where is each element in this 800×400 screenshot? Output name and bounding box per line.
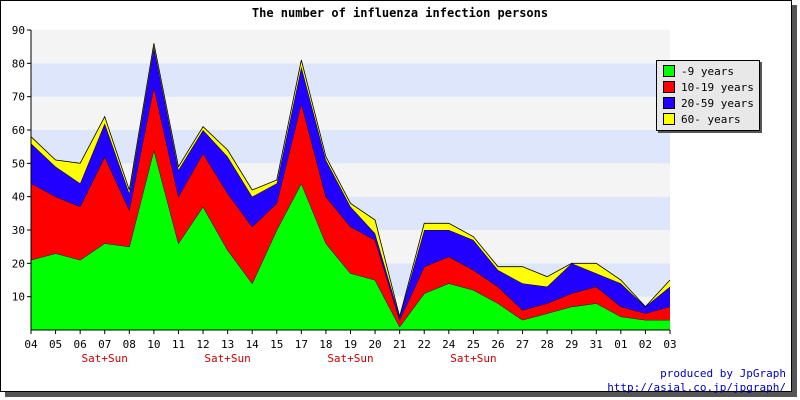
x-tick-label: 02 (639, 338, 652, 351)
area-series (30, 43, 671, 330)
grid-band (31, 96, 670, 130)
y-tick-label: 20 (12, 257, 25, 270)
legend-item-3: 20-59 years (657, 95, 759, 111)
x-tick-label: 06 (74, 338, 87, 351)
grid-band (31, 130, 670, 164)
y-tick-label: 80 (12, 57, 25, 70)
credits: produced by JpGraph http://asial.co.jp/j… (607, 367, 786, 395)
x-tick-label: 01 (614, 338, 627, 351)
grid-band (31, 30, 670, 64)
x-tick-label: 18 (319, 338, 332, 351)
x-tick-label: 29 (565, 338, 578, 351)
x-tick-label: 28 (540, 338, 553, 351)
y-tick-label: 30 (12, 224, 25, 237)
chart-title: The number of influenza infection person… (251, 6, 549, 20)
x-tick-label: 08 (123, 338, 136, 351)
x-tick-label: 07 (98, 338, 111, 351)
x-tick-label: 12 (196, 338, 209, 351)
y-axis-ticks: 10 20 30 40 50 60 70 80 90 (12, 24, 31, 304)
legend-swatch (663, 65, 675, 77)
legend-swatch (663, 97, 675, 109)
legend-label: 60- years (681, 112, 741, 126)
legend-swatch (663, 81, 675, 93)
weekend-label: Sat+Sun (204, 352, 250, 365)
x-tick-label: 04 (24, 338, 38, 351)
x-tick-label: 22 (418, 338, 431, 351)
area-series-1 (31, 150, 670, 330)
weekend-label: Sat+Sun (450, 352, 496, 365)
x-tick-label: 27 (516, 338, 529, 351)
grid-band (31, 63, 670, 97)
x-tick-label: 15 (270, 338, 283, 351)
y-tick-label: 10 (12, 291, 25, 304)
x-tick-label: 11 (172, 338, 185, 351)
x-tick-label: 03 (663, 338, 676, 351)
area-series-2 (31, 86, 670, 327)
legend-swatch (663, 113, 675, 125)
weekend-label: Sat+Sun (327, 352, 373, 365)
x-tick-label: 19 (344, 338, 357, 351)
series-outline-4 (30, 43, 671, 319)
x-tick-label: 31 (590, 338, 603, 351)
x-tick-label: 13 (221, 338, 234, 351)
x-tick-label: 05 (49, 338, 62, 351)
x-tick-label: 14 (246, 338, 260, 351)
y-tick-label: 50 (12, 157, 25, 170)
area-series-3 (31, 46, 670, 321)
y-tick-label: 60 (12, 124, 25, 137)
x-tick-label: 10 (147, 338, 160, 351)
legend-label: 20-59 years (681, 96, 754, 110)
x-tick-label: 26 (491, 338, 504, 351)
credits-line-2[interactable]: http://asial.co.jp/jpgraph/ (607, 381, 786, 394)
legend-label: 10-19 years (681, 80, 754, 94)
y-tick-label: 40 (12, 191, 25, 204)
credits-line-1: produced by JpGraph (660, 367, 786, 380)
x-tick-label: 21 (393, 338, 406, 351)
legend-item-2: 10-19 years (657, 79, 759, 95)
y-tick-label: 90 (12, 24, 25, 37)
legend-item-4: 60- years (657, 111, 759, 127)
legend-item-1: -9 years (657, 63, 759, 79)
legend-label: -9 years (681, 64, 734, 78)
legend: -9 years 10-19 years 20-59 years 60- years (656, 60, 760, 131)
x-tick-label: 20 (368, 338, 381, 351)
x-tick-label: 25 (467, 338, 480, 351)
x-tick-label: 17 (295, 338, 308, 351)
x-tick-label: 24 (442, 338, 456, 351)
y-tick-label: 70 (12, 91, 25, 104)
x-axis-ticks: 04 05 06 07 08 10 11 12 13 14 15 17 18 19 20 21 22 24 25 26… (24, 330, 677, 365)
weekend-label: Sat+Sun (82, 352, 128, 365)
